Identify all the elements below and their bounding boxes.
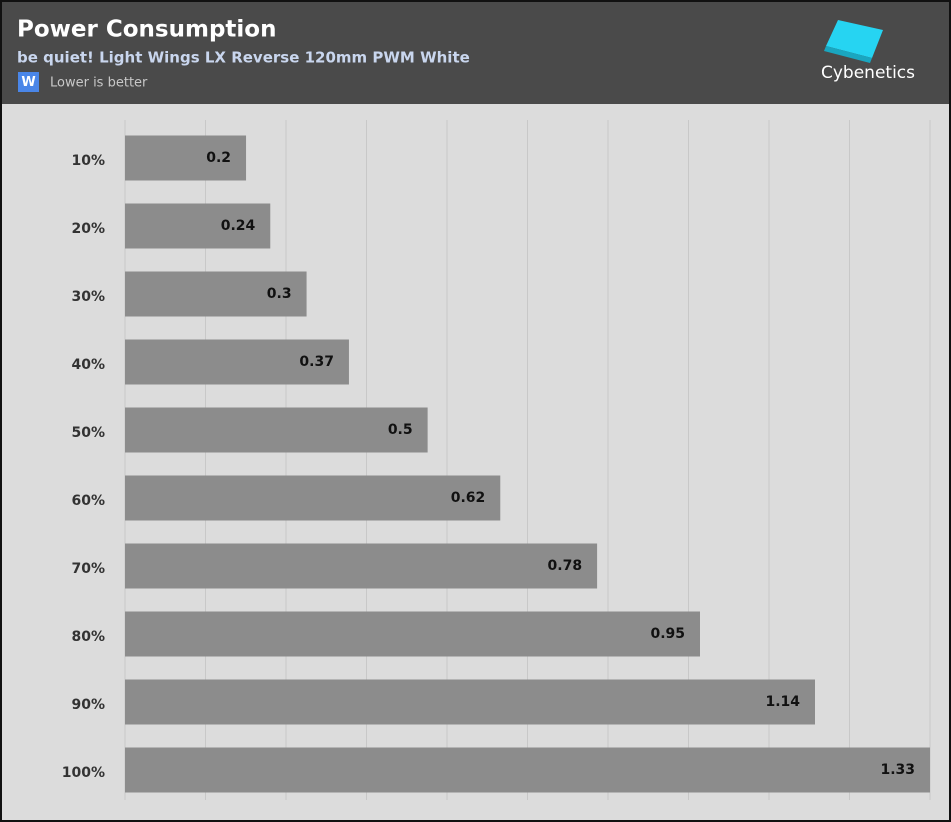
value-label: 0.78 xyxy=(548,558,583,574)
bar xyxy=(125,407,428,453)
value-label: 0.2 xyxy=(206,150,231,166)
bar xyxy=(125,339,349,385)
header xyxy=(2,2,949,104)
y-tick-label: 80% xyxy=(71,629,105,645)
bar xyxy=(125,747,930,793)
bar xyxy=(125,611,700,657)
logo-icon xyxy=(826,20,883,58)
logo-icon-edge xyxy=(824,46,872,63)
y-tick-label: 60% xyxy=(71,493,105,509)
y-tick-label: 20% xyxy=(71,221,105,237)
value-label: 0.5 xyxy=(388,422,413,438)
logo-text: Cybenetics xyxy=(821,63,915,83)
bar xyxy=(125,679,815,725)
unit-badge xyxy=(18,72,39,92)
value-label: 1.33 xyxy=(880,762,915,778)
y-tick-label: 40% xyxy=(71,357,105,373)
y-tick-label: 70% xyxy=(71,561,105,577)
y-tick-label: 30% xyxy=(71,289,105,305)
chart-subtitle: be quiet! Light Wings LX Reverse 120mm P… xyxy=(17,49,470,67)
value-label: 1.14 xyxy=(765,694,800,710)
value-label: 0.37 xyxy=(299,354,334,370)
y-tick-label: 10% xyxy=(71,153,105,169)
bar xyxy=(125,475,501,521)
y-tick-label: 50% xyxy=(71,425,105,441)
unit-label: W xyxy=(21,75,35,90)
value-label: 0.24 xyxy=(221,218,256,234)
value-label: 0.3 xyxy=(267,286,292,302)
bar xyxy=(125,271,307,317)
y-tick-label: 90% xyxy=(71,697,105,713)
chart-title: Power Consumption xyxy=(17,17,276,43)
plot-area: 10% 0.2 20% 0.24 30% 0.3 40% 0.37 50% 0.5 60% 0.62 7… xyxy=(62,120,931,800)
bar xyxy=(125,203,271,249)
bar xyxy=(125,135,247,181)
value-label: 0.62 xyxy=(451,490,486,506)
note: Lower is better xyxy=(50,76,148,91)
value-label: 0.95 xyxy=(650,626,685,642)
bar xyxy=(125,543,598,589)
y-tick-label: 100% xyxy=(62,765,105,781)
